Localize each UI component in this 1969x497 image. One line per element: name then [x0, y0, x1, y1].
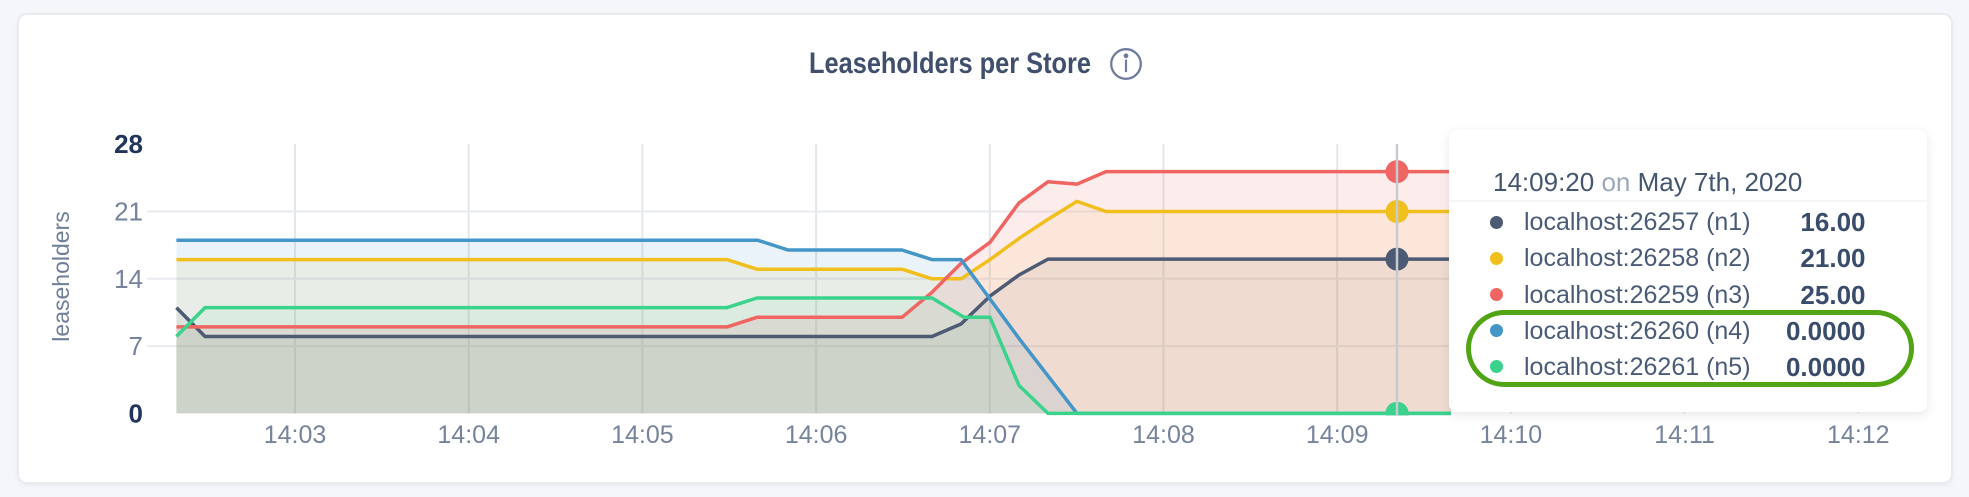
svg-text:14:07: 14:07: [959, 421, 1022, 449]
svg-text:0: 0: [129, 398, 143, 428]
svg-text:7: 7: [129, 331, 143, 361]
svg-text:14:05: 14:05: [611, 421, 674, 449]
svg-text:14:03: 14:03: [264, 421, 327, 449]
svg-text:14:11: 14:11: [1654, 421, 1715, 449]
svg-text:leaseholders: leaseholders: [48, 211, 74, 341]
svg-text:21: 21: [114, 197, 143, 227]
svg-text:14:10: 14:10: [1480, 421, 1543, 449]
svg-text:14:04: 14:04: [437, 421, 500, 449]
svg-text:14:09: 14:09: [1306, 421, 1369, 449]
svg-text:14:06: 14:06: [785, 421, 848, 449]
svg-text:28: 28: [114, 129, 143, 159]
svg-text:14:12: 14:12: [1827, 421, 1890, 449]
svg-text:14: 14: [114, 264, 143, 294]
svg-text:14:08: 14:08: [1132, 421, 1195, 449]
